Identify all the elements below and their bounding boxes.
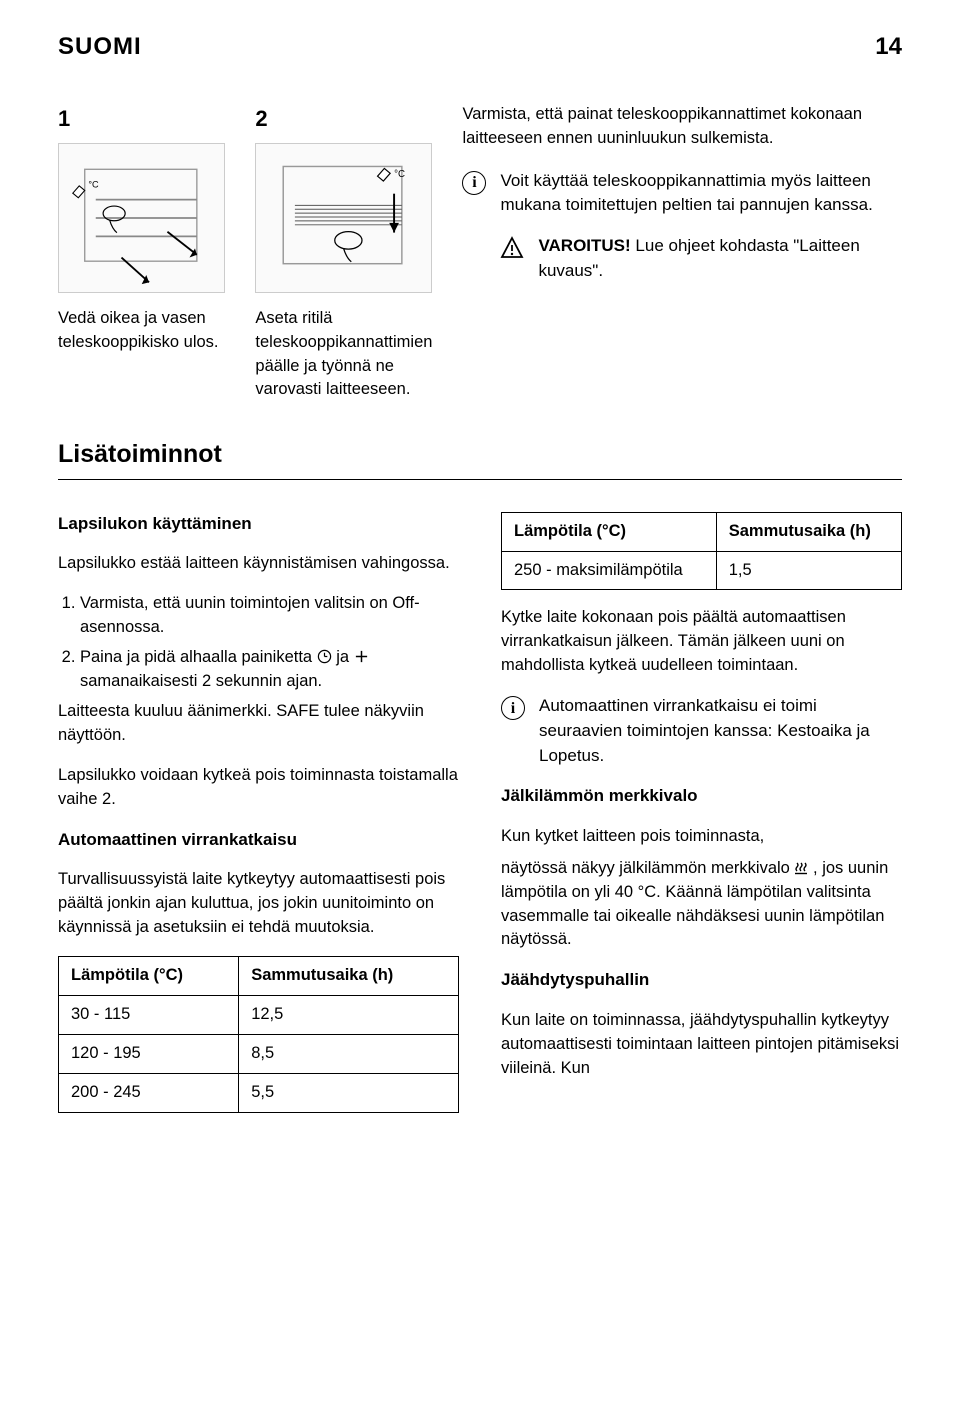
- residual-heat-p2: näytössä näkyy jälkilämmön merkkivalo , …: [501, 857, 902, 953]
- warning-temp-label: °C: [88, 179, 99, 189]
- table-row: 30 - 11512,5: [59, 995, 459, 1034]
- step-1: Varmista, että uunin toimintojen valitsi…: [80, 592, 459, 640]
- figure-2: 2 °C: [255, 103, 432, 403]
- clock-icon: [317, 649, 332, 664]
- figure-1-number: 1: [58, 103, 225, 135]
- tbl2-header-temp: Lämpötila (°C): [502, 512, 717, 551]
- cooling-fan-text: Kun laite on toiminnassa, jäähdytyspuhal…: [501, 1009, 902, 1081]
- table-row: 120 - 1958,5: [59, 1034, 459, 1073]
- info-text-2: Automaattinen virrankatkaisu ei toimi se…: [539, 694, 902, 768]
- figure-1-image: °C: [58, 143, 225, 293]
- intro-paragraph: Varmista, että painat teleskooppikannatt…: [462, 103, 902, 151]
- tbl1-header-time: Sammutusaika (h): [239, 956, 459, 995]
- info-icon: i: [462, 171, 486, 195]
- section-heading: Lisätoiminnot: [58, 436, 902, 472]
- autoshutdown-desc: Turvallisuussyistä laite kytkeytyy autom…: [58, 868, 459, 940]
- safe-text: Laitteesta kuuluu äänimerkki. SAFE tulee…: [58, 700, 459, 748]
- tbl1-header-temp: Lämpötila (°C): [59, 956, 239, 995]
- subhead-autoshutdown: Automaattinen virrankatkaisu: [58, 828, 459, 853]
- info-text: Voit käyttää teleskooppikannattimia myös…: [500, 169, 902, 218]
- childlock-off: Lapsilukko voidaan kytkeä pois toiminnas…: [58, 764, 459, 812]
- warning-icon: [500, 236, 524, 260]
- shutdown-table-2: Lämpötila (°C) Sammutusaika (h) 250 - ma…: [501, 512, 902, 591]
- figure-2-image: °C: [255, 143, 432, 293]
- residual-heat-p1: Kun kytket laitteen pois toiminnasta,: [501, 825, 902, 849]
- warning-text: VAROITUS! Lue ohjeet kohdasta "Laitteen …: [538, 234, 902, 283]
- plus-icon: [354, 649, 369, 664]
- childlock-steps: Varmista, että uunin toimintojen valitsi…: [58, 592, 459, 694]
- table-row: 250 - maksimilämpötila1,5: [502, 551, 902, 590]
- info-note-2: i Automaattinen virrankatkaisu ei toimi …: [501, 694, 902, 768]
- subhead-residual-heat: Jälkilämmön merkkivalo: [501, 784, 902, 809]
- table-row: 200 - 2455,5: [59, 1073, 459, 1112]
- warning-temp-label-2: °C: [394, 169, 405, 180]
- page-number: 14: [875, 30, 902, 65]
- language-label: SUOMI: [58, 30, 142, 65]
- step-2: Paina ja pidä alhaalla painiketta ja sam…: [80, 646, 459, 694]
- after-shutdown-text: Kytke laite kokonaan pois päältä automaa…: [501, 606, 902, 678]
- figure-1: 1 °C Vedä oikea ja vasen telesk: [58, 103, 225, 403]
- figure-2-number: 2: [255, 103, 432, 135]
- info-icon: i: [501, 696, 525, 720]
- subhead-childlock: Lapsilukon käyttäminen: [58, 512, 459, 537]
- section-divider: [58, 479, 902, 480]
- shutdown-table-1: Lämpötila (°C) Sammutusaika (h) 30 - 115…: [58, 956, 459, 1113]
- tbl2-header-time: Sammutusaika (h): [716, 512, 901, 551]
- warning-note: VAROITUS! Lue ohjeet kohdasta "Laitteen …: [462, 234, 902, 283]
- figure-1-caption: Vedä oikea ja vasen teleskooppikisko ulo…: [58, 307, 225, 355]
- info-note: i Voit käyttää teleskooppikannattimia my…: [462, 169, 902, 218]
- figure-2-caption: Aseta ritilä teleskooppikannattimien pää…: [255, 307, 432, 403]
- subhead-cooling-fan: Jäähdytyspuhallin: [501, 968, 902, 993]
- childlock-desc: Lapsilukko estää laitteen käynnistämisen…: [58, 552, 459, 576]
- heat-indicator-icon: [794, 861, 808, 875]
